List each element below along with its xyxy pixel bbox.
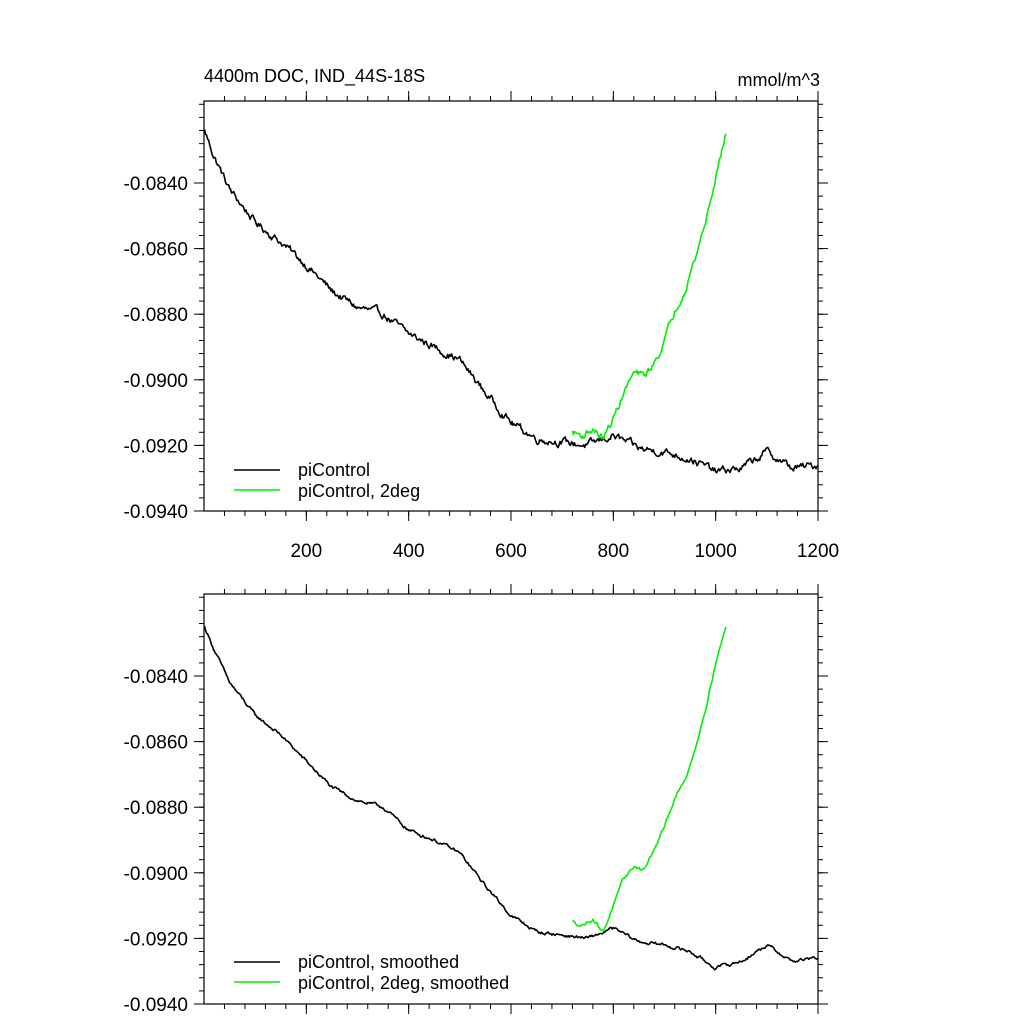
legend-label-picontrol-smoothed: piControl, smoothed <box>298 952 459 972</box>
plot-series <box>203 129 819 474</box>
plot-frame <box>203 593 819 1005</box>
x-tick-label: 1000 <box>695 541 737 562</box>
x-tick-label: 800 <box>597 541 629 562</box>
y-tick-label: -0.0920 <box>124 929 188 950</box>
top-panel: 4400m DOC, IND_44S-18S mmol/m^3 -0.0940-… <box>124 66 840 562</box>
plot-series <box>203 625 819 971</box>
axis-tick-labels: -0.0940 -0.0920 -0.0900 -0.0880 -0.0860 -0.08… <box>124 174 840 562</box>
series-line-picontrol <box>203 129 819 474</box>
axis-ticks <box>194 91 828 521</box>
y-tick-label: -0.0860 <box>124 733 188 754</box>
axis-ticks <box>194 584 828 1014</box>
legend-label-picontrol: piControl <box>298 460 370 480</box>
y-tick-label: -0.0920 <box>124 436 188 457</box>
y-tick-label: -0.0900 <box>124 864 188 885</box>
y-tick-label: -0.0940 <box>124 995 188 1016</box>
legend: piControl piControl, 2deg <box>234 460 420 501</box>
x-tick-label: 1200 <box>797 541 839 562</box>
units-label: mmol/m^3 <box>738 70 820 90</box>
axis-tick-labels: -0.0940 -0.0920 -0.0900 -0.0880 -0.0860 -0.08… <box>124 667 188 1016</box>
series-line-picontrol-2deg-smoothed <box>572 626 727 932</box>
legend: piControl, smoothed piControl, 2deg, smo… <box>234 952 509 993</box>
x-tick-label: 600 <box>495 541 527 562</box>
plot-frame <box>203 100 819 512</box>
y-tick-label: -0.0840 <box>124 667 188 688</box>
y-tick-label: -0.0840 <box>124 174 188 195</box>
x-tick-label: 200 <box>290 541 322 562</box>
y-tick-label: -0.0880 <box>124 798 188 819</box>
chart-title: 4400m DOC, IND_44S-18S <box>204 66 425 87</box>
x-tick-label: 400 <box>393 541 425 562</box>
series-line-picontrol-smoothed <box>203 625 819 971</box>
legend-label-picontrol-2deg-smoothed: piControl, 2deg, smoothed <box>298 973 509 993</box>
series-line-picontrol-2deg <box>571 133 727 440</box>
bottom-panel: -0.0940 -0.0920 -0.0900 -0.0880 -0.0860 -0.08… <box>124 584 828 1016</box>
y-tick-label: -0.0900 <box>124 371 188 392</box>
y-tick-label: -0.0940 <box>124 502 188 523</box>
legend-label-picontrol-2deg: piControl, 2deg <box>298 481 420 501</box>
y-tick-label: -0.0860 <box>124 240 188 261</box>
y-tick-label: -0.0880 <box>124 305 188 326</box>
